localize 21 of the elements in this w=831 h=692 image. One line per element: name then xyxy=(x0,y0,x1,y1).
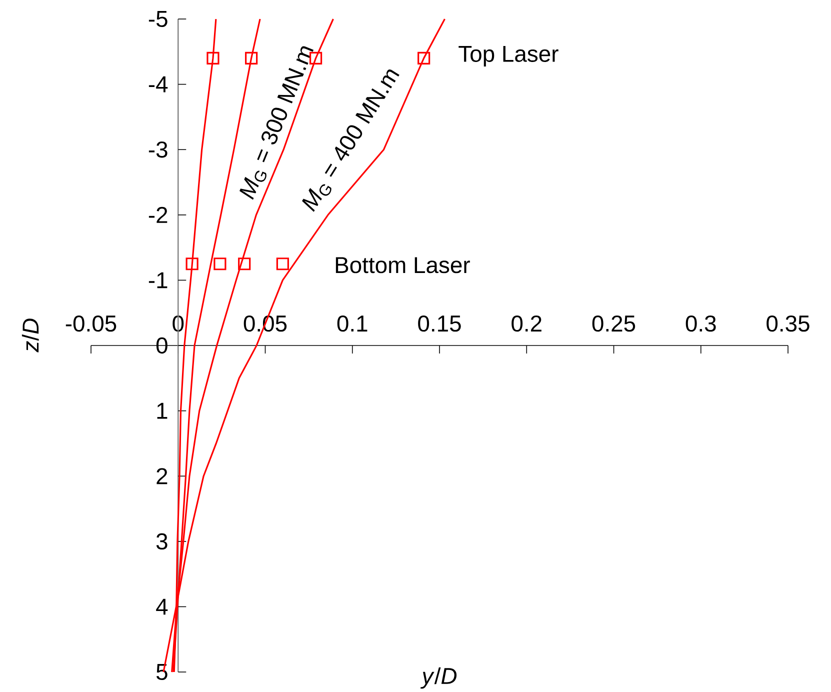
y-tick-label: -1 xyxy=(148,272,168,288)
y-tick-label: 4 xyxy=(156,598,168,615)
x-tick-label: 0.1 xyxy=(337,315,368,332)
x-tick-label: 0 xyxy=(172,315,184,332)
x-axis-title: y/D xyxy=(420,667,457,689)
y-axis-title: z/D xyxy=(22,318,39,352)
y-tick-label: -3 xyxy=(148,141,168,158)
annotation: Bottom Laser xyxy=(336,257,470,274)
y-tick-label: 3 xyxy=(156,533,168,550)
y-tick-label: -5 xyxy=(148,11,168,27)
x-tick-label: 0.15 xyxy=(418,315,461,332)
annotation: Top Laser xyxy=(458,46,558,66)
y-tick-label: 1 xyxy=(157,402,168,419)
x-tick-label: 0.25 xyxy=(592,315,636,332)
y-tick-label: -4 xyxy=(148,76,168,92)
x-tick-label: 0.3 xyxy=(686,315,716,332)
y-tick-label: -2 xyxy=(148,206,168,223)
y-tick-label: 2 xyxy=(156,468,168,484)
x-tick-label: 0.35 xyxy=(766,315,810,332)
x-tick-label: -0.05 xyxy=(66,315,116,332)
x-tick-label: 0.2 xyxy=(512,315,542,332)
